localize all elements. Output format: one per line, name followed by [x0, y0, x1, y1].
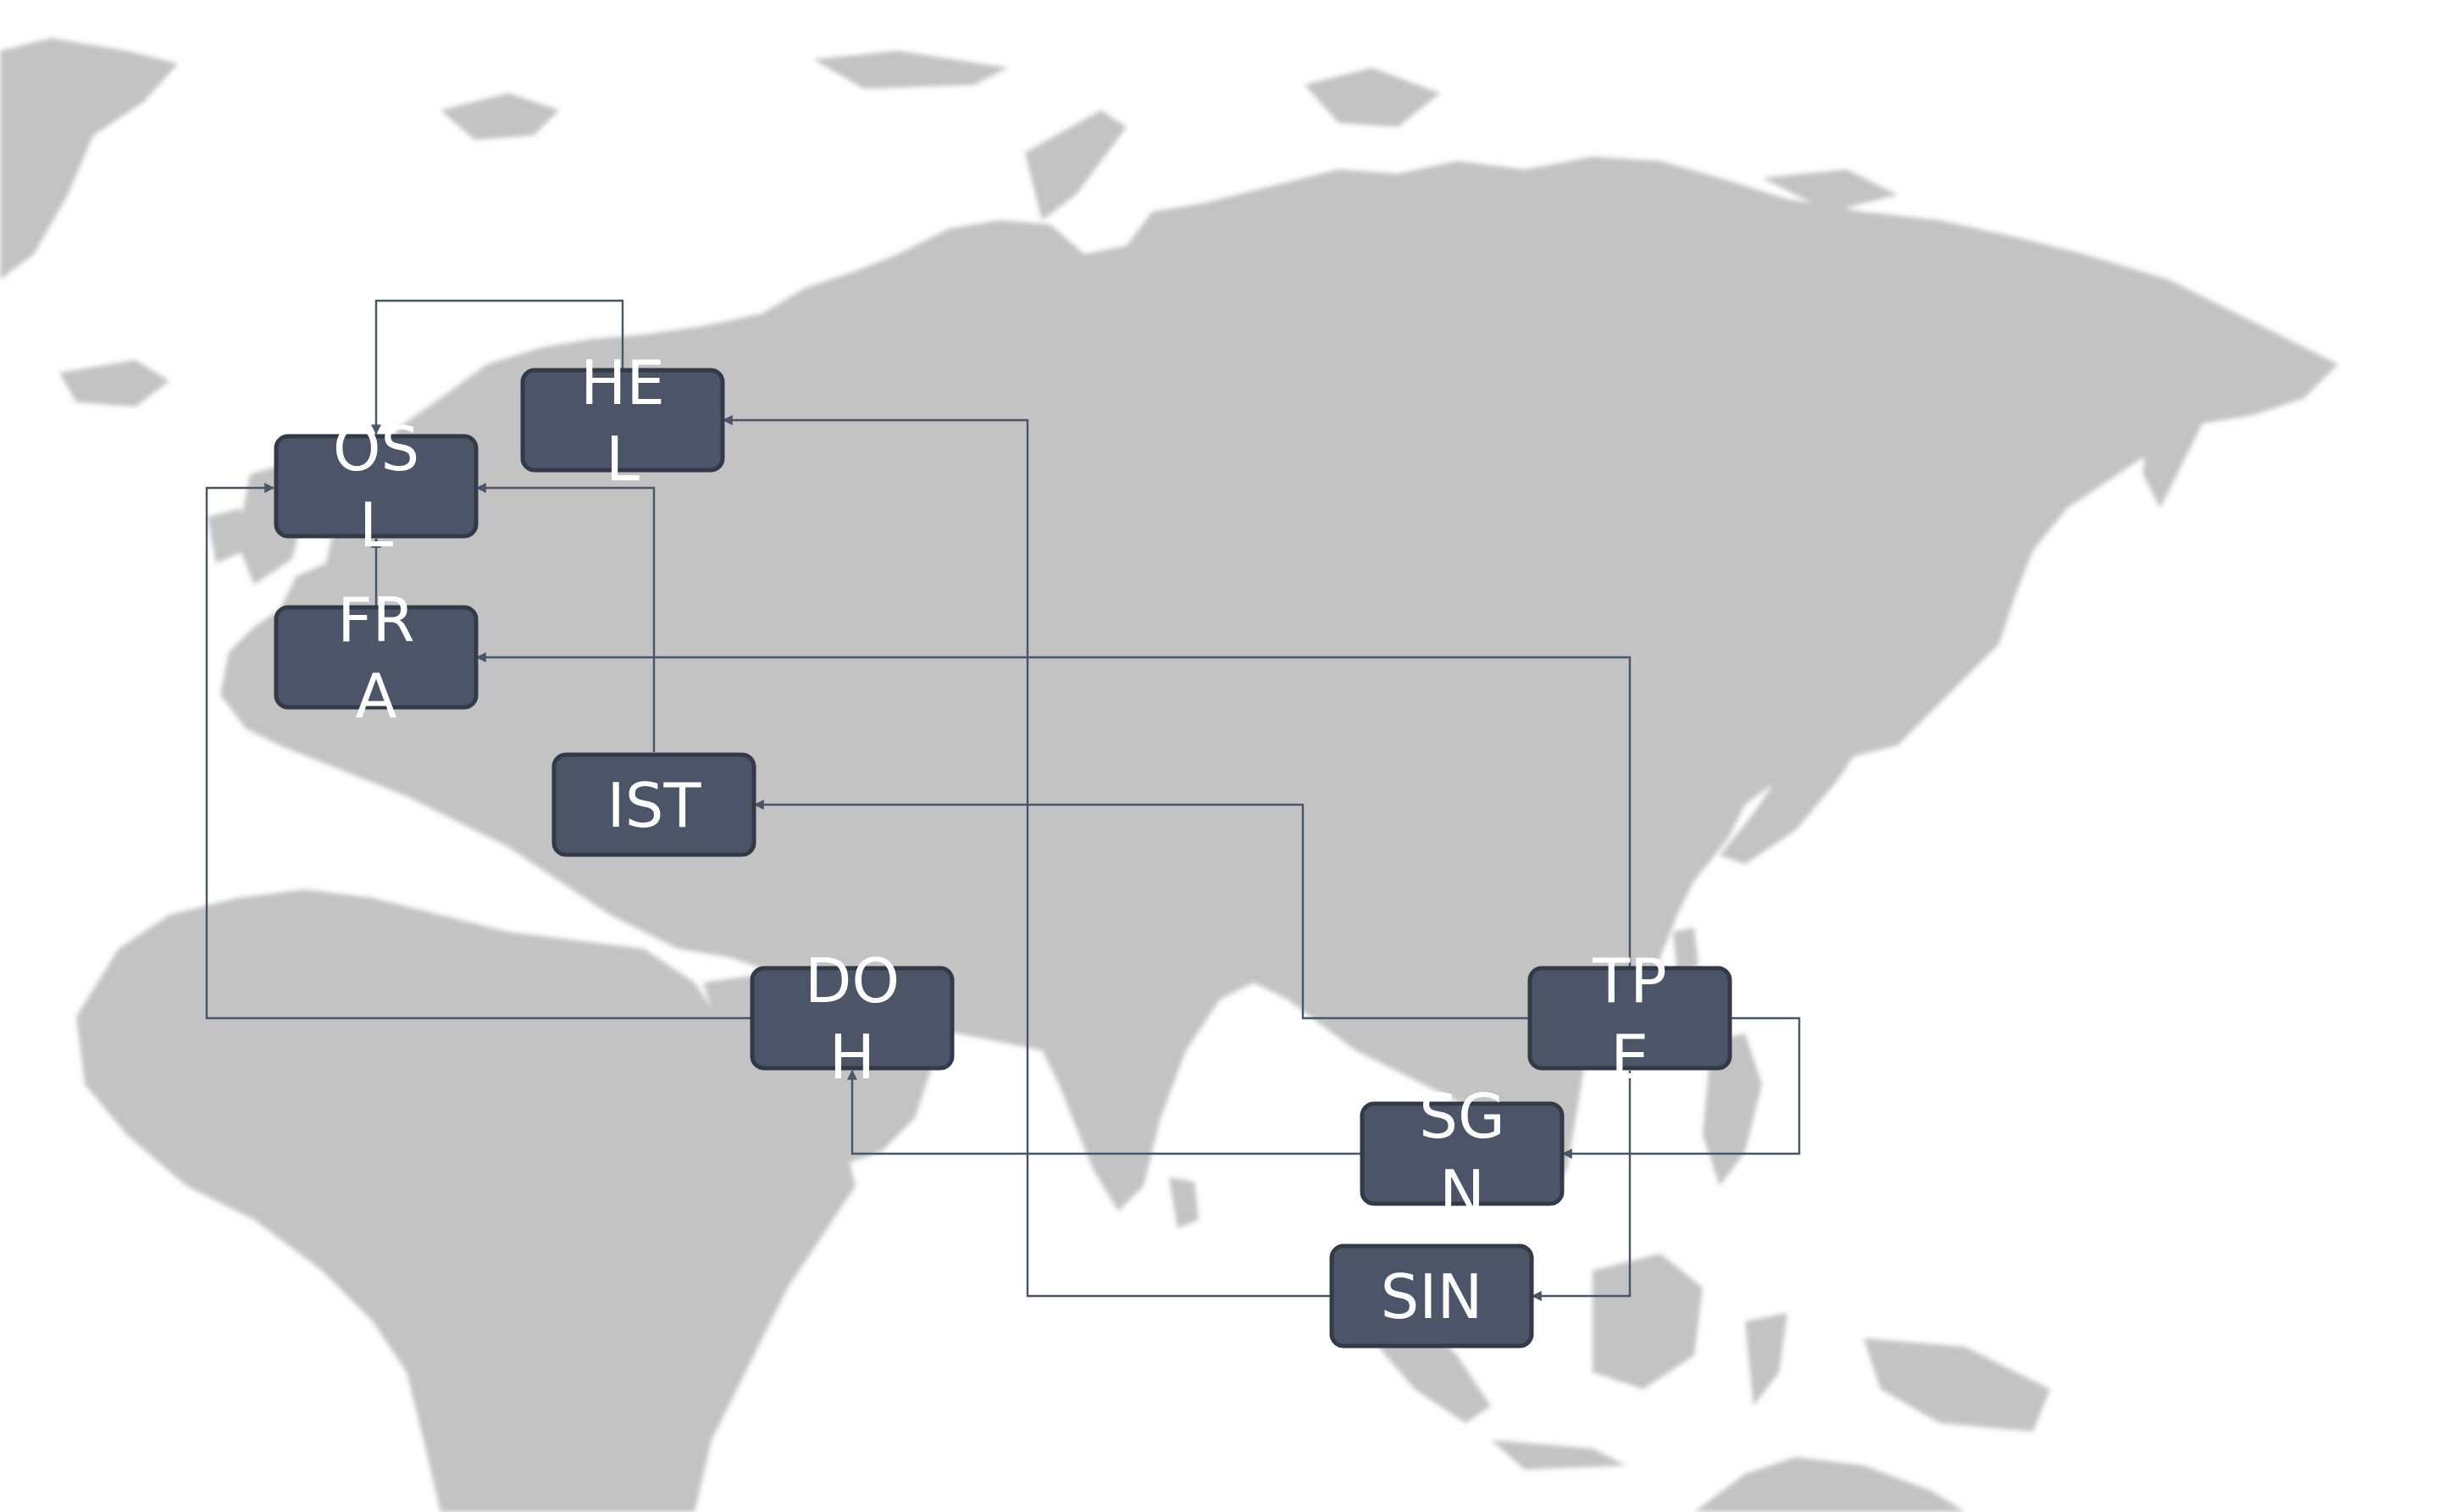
node-box [1329, 1243, 1534, 1349]
hokkaido-land [1864, 584, 1923, 635]
philippines-land [1703, 1033, 1762, 1186]
edge-tpe-to-ist [753, 800, 1529, 1020]
edge-tpe-to-sin [1531, 1071, 1632, 1301]
node-box [520, 368, 725, 473]
node-label: DO [805, 945, 900, 1016]
edge-doh-to-osl [205, 483, 751, 1020]
node-sin[interactable]: SIN [1329, 1243, 1534, 1349]
ireland-land [208, 508, 246, 563]
node-label: E [1610, 1022, 1649, 1093]
node-label: TP [1592, 945, 1666, 1016]
node-box [274, 434, 479, 539]
sakhalin-land [1914, 474, 1940, 576]
node-sgn[interactable]: SGN [1360, 1081, 1565, 1228]
edge-sgn-to-doh [847, 1069, 1361, 1155]
svalbard-land [440, 93, 559, 140]
node-label: SG [1419, 1081, 1505, 1152]
node-box [1527, 966, 1732, 1071]
australia-land [1694, 1457, 1965, 1512]
node-label: FR [337, 584, 414, 656]
edge-tpe-to-sgn [1561, 1016, 1801, 1159]
severnaya-zemlya-land [1305, 68, 1440, 127]
greenland-land [0, 38, 178, 280]
node-label: L [359, 490, 393, 561]
edge-ist-to-osl [475, 483, 656, 752]
node-box [1360, 1101, 1565, 1206]
node-fra[interactable]: FRA [274, 584, 479, 732]
taiwan-land [1673, 928, 1698, 974]
node-doh[interactable]: DOH [750, 945, 955, 1093]
borneo-land [1593, 1254, 1703, 1389]
sulawesi-land [1745, 1313, 1787, 1406]
node-label: L [606, 424, 640, 495]
africa-land [76, 889, 856, 1512]
node-label: H [829, 1022, 875, 1093]
new-siberian-islands [1762, 169, 1898, 212]
node-label: A [355, 661, 396, 732]
sri-lanka-land [1169, 1177, 1199, 1228]
node-ist[interactable]: IST [551, 752, 756, 857]
node-label: OS [333, 413, 419, 485]
node-box [750, 966, 955, 1071]
node-box [551, 752, 756, 857]
landmass-layer [0, 38, 2338, 1512]
node-label: N [1439, 1157, 1485, 1228]
edge-sin-to-hel [722, 415, 1332, 1298]
node-box [274, 605, 479, 710]
route-edges [205, 299, 1801, 1301]
edge-tpe-to-fra [475, 652, 1632, 966]
iceland-land [59, 360, 169, 407]
node-label: IST [607, 770, 702, 841]
franz-josef-land [813, 51, 1008, 89]
node-osl[interactable]: OSL [274, 413, 479, 561]
node-label: SIN [1381, 1261, 1483, 1332]
edge-hel-to-osl [371, 299, 624, 435]
kamchatka-land [2143, 339, 2219, 508]
new-guinea-land [1864, 1338, 2050, 1432]
novaya-zemlya-land [1025, 110, 1127, 220]
japan-land [1720, 644, 1889, 864]
node-label: HE [580, 347, 665, 418]
node-hel[interactable]: HEL [520, 347, 725, 495]
java-land [1491, 1440, 1626, 1470]
node-tpe[interactable]: TPE [1527, 945, 1732, 1093]
